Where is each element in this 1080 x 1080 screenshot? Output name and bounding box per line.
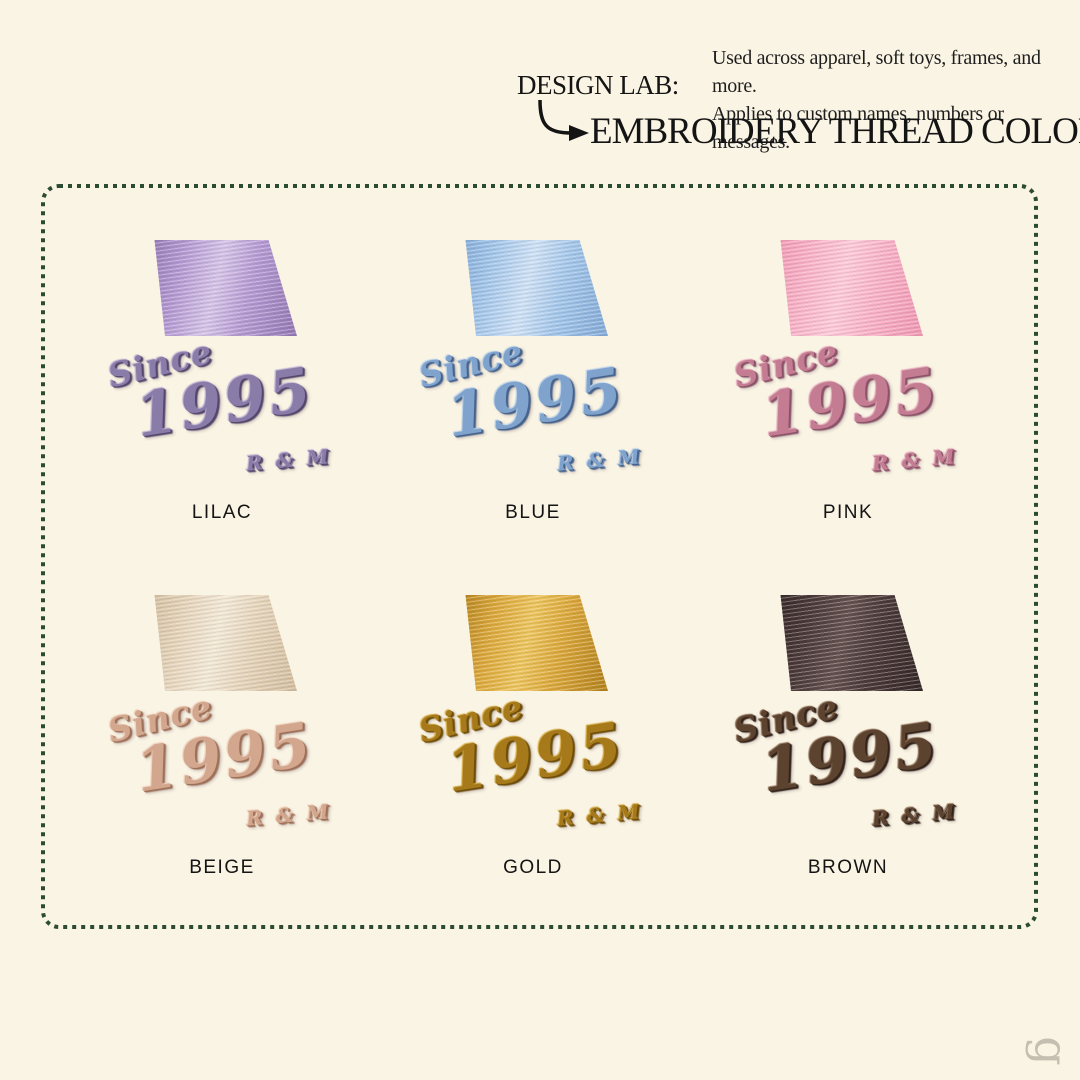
usage-note: Used across apparel, soft toys, frames, … — [712, 44, 1080, 156]
usage-note-line-2: Applies to custom names, numbers or mess… — [712, 103, 1004, 153]
embroidery-initials-text: R & M — [870, 444, 959, 476]
embroidery-sample: Since 1995 R & M — [729, 687, 966, 841]
embroidery-sample: Since 1995 R & M — [414, 687, 651, 841]
thread-swatch-brown: Since 1995 R & M BROWN — [708, 595, 988, 879]
embroidery-sample: Since 1995 R & M — [729, 332, 966, 486]
thread-spool-photo — [154, 240, 297, 336]
embroidery-initials-text: R & M — [244, 444, 333, 476]
thread-spool-photo — [780, 240, 923, 336]
embroidery-sample: Since 1995 R & M — [103, 687, 340, 841]
page-title: EMBROIDERY THREAD COLORS — [590, 111, 1080, 152]
curved-arrow-icon — [531, 98, 591, 146]
thread-spool-photo — [780, 595, 923, 691]
swatch-label: GOLD — [503, 857, 563, 878]
embroidery-initials-text: R & M — [870, 799, 959, 831]
swatch-label: BEIGE — [189, 857, 255, 878]
thread-spool-photo — [465, 595, 608, 691]
swatch-label: LILAC — [191, 502, 253, 523]
thread-swatch-pink: Since 1995 R & M PINK — [708, 240, 988, 524]
thread-swatch-blue: Since 1995 R & M BLUE — [393, 240, 673, 524]
embroidery-sample: Since 1995 R & M — [414, 332, 651, 486]
embroidery-initials-text: R & M — [555, 444, 644, 476]
embroidery-sample: Since 1995 R & M — [103, 332, 340, 486]
thread-swatch-lilac: Since 1995 R & M LILAC — [82, 240, 362, 524]
design-lab-kicker: DESIGN LAB: — [517, 70, 679, 100]
watermark-g-letter: g — [1024, 1036, 1079, 1066]
thread-spool-photo — [465, 240, 608, 336]
thread-spool-photo — [154, 595, 297, 691]
thread-swatch-gold: Since 1995 R & M GOLD — [393, 595, 673, 879]
dotted-border — [41, 184, 1038, 929]
swatch-label: BLUE — [505, 502, 561, 523]
swatch-label: PINK — [822, 502, 874, 523]
thread-colors-panel: Since 1995 R & M LILAC Since 1995 R & M … — [41, 184, 1038, 929]
usage-note-line-1: Used across apparel, soft toys, frames, … — [712, 47, 1041, 97]
embroidery-initials-text: R & M — [244, 799, 333, 831]
swatch-label: BROWN — [807, 857, 889, 878]
embroidery-initials-text: R & M — [555, 799, 644, 831]
thread-swatch-beige: Since 1995 R & M BEIGE — [82, 595, 362, 879]
